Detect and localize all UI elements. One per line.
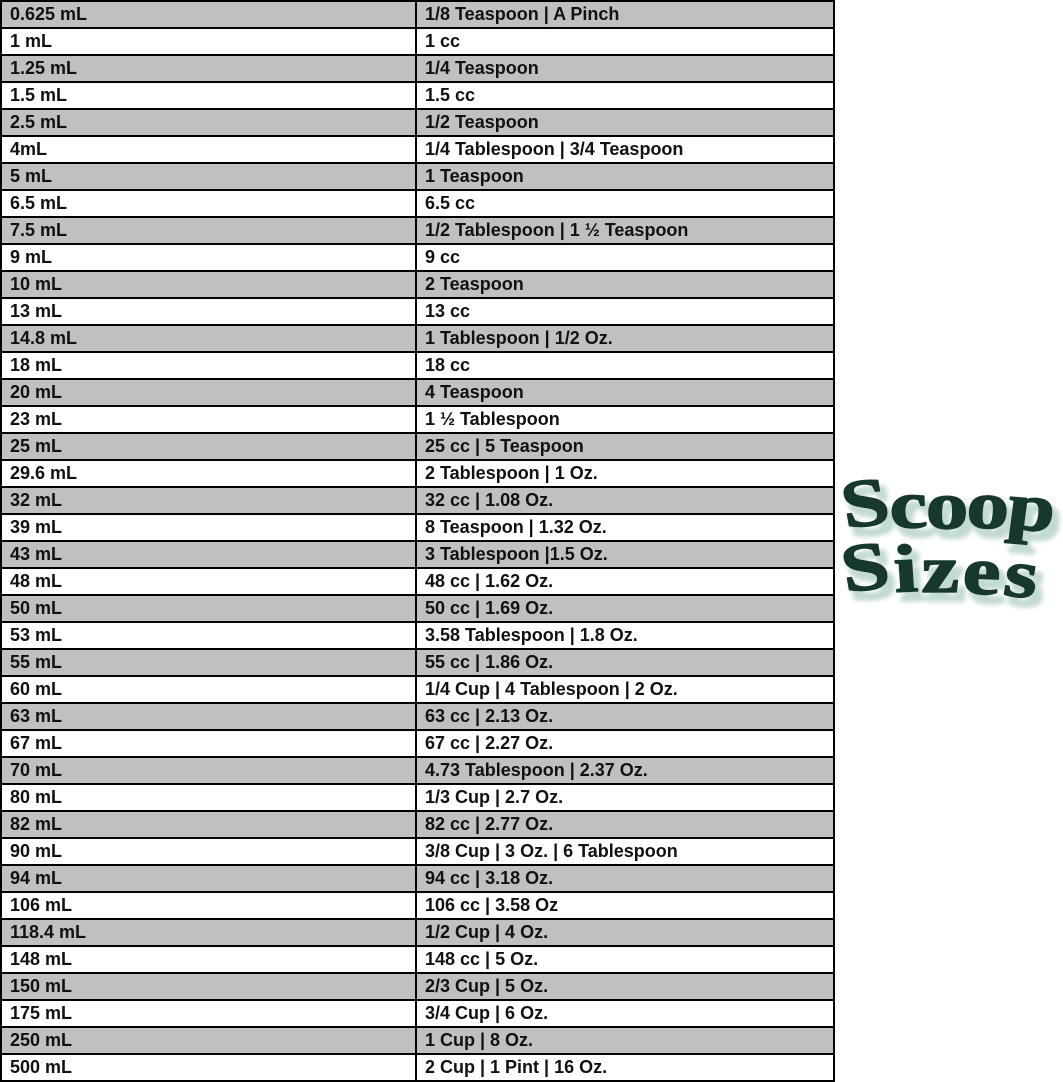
svg-text:Sizes: Sizes xyxy=(835,526,1047,613)
